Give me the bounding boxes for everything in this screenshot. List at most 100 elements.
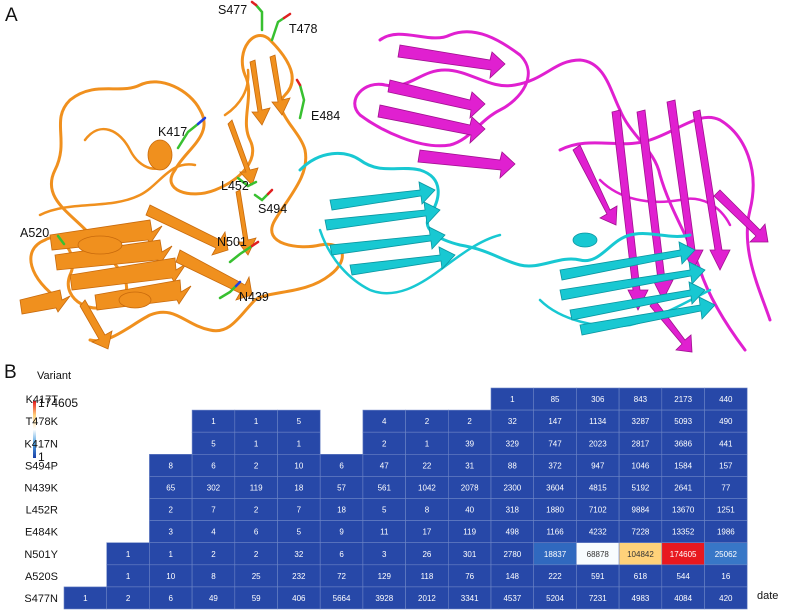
heatmap-cell-value: 5 xyxy=(211,439,216,448)
heatmap-cell-value: 147 xyxy=(548,417,562,426)
heatmap-cell-value: 49 xyxy=(209,594,218,603)
heatmap-cell-value: 2641 xyxy=(674,483,692,492)
heatmap-cell-value: 32 xyxy=(508,417,517,426)
heatmap-cell-value: 7231 xyxy=(589,594,607,603)
heatmap-cell-value: 3341 xyxy=(461,594,479,603)
y-axis-title: Variant xyxy=(37,370,71,382)
heatmap-cell-value: 301 xyxy=(463,550,477,559)
heatmap-cell-value: 1 xyxy=(510,395,515,404)
heatmap-cell-value: 1134 xyxy=(589,417,607,426)
heatmap-cell-value: 2 xyxy=(126,594,131,603)
heatmap-cell-value: 5 xyxy=(297,528,302,537)
heatmap-cell-value: 7228 xyxy=(632,528,650,537)
heatmap-cell-value: 10 xyxy=(166,572,175,581)
heatmap-cell-value: 1986 xyxy=(717,528,735,537)
heatmap-cell-value: 4983 xyxy=(632,594,650,603)
heatmap-cell-value: 4815 xyxy=(589,483,607,492)
y-tick-label: A520S xyxy=(25,571,58,583)
heatmap-cell-value: 2 xyxy=(254,461,259,470)
residue-label-l452: L452 xyxy=(221,179,249,193)
residue-stick-a520 xyxy=(56,234,66,246)
residue-sticks xyxy=(56,0,306,300)
heatmap-cell-value: 440 xyxy=(719,395,733,404)
heatmap-cell-value: 40 xyxy=(465,506,474,515)
residue-label-n501: N501 xyxy=(217,235,247,249)
heatmap-cell-value: 8 xyxy=(425,506,430,515)
heatmap-cell-value: 22 xyxy=(422,461,431,470)
heatmap-cell-value: 5192 xyxy=(632,483,650,492)
heatmap-cell-value: 148 xyxy=(506,572,520,581)
heatmap-cell-value: 9884 xyxy=(632,506,650,515)
heatmap-cell-value: 2300 xyxy=(503,483,521,492)
heatmap-cell-value: 591 xyxy=(591,572,605,581)
heatmap-cell-value: 104842 xyxy=(627,550,654,559)
heatmap-cell-value: 1046 xyxy=(632,461,650,470)
heatmap-cell-value: 17 xyxy=(422,528,431,537)
heatmap-cell-value: 2 xyxy=(467,417,472,426)
heatmap-cell-value: 129 xyxy=(378,572,392,581)
heatmap-cell-value: 4232 xyxy=(589,528,607,537)
heatmap-cell-value: 2780 xyxy=(503,550,521,559)
residue-label-k417: K417 xyxy=(158,125,187,139)
heatmap-cell-value: 32 xyxy=(294,550,303,559)
heatmap-cell-value: 31 xyxy=(465,461,474,470)
heatmap-cell-value: 1 xyxy=(211,417,216,426)
heatmap-cell-value: 2 xyxy=(425,417,430,426)
heatmap-cell-value: 5093 xyxy=(674,417,692,426)
x-axis-title: date xyxy=(757,590,778,602)
heatmap-cell-value: 39 xyxy=(465,439,474,448)
y-tick-label: T478K xyxy=(26,416,59,428)
heatmap-cell-value: 1166 xyxy=(546,528,564,537)
residue-stick-n501 xyxy=(228,244,254,264)
residue-stick-s477 xyxy=(254,3,264,32)
heatmap-cell-value: 57 xyxy=(337,483,346,492)
residue-label-s477: S477 xyxy=(218,3,247,17)
light-chain-sheets xyxy=(324,181,716,336)
heatmap-cell-value: 406 xyxy=(292,594,306,603)
y-tick-label: S494P xyxy=(25,460,58,472)
heatmap-cell-value: 420 xyxy=(719,594,733,603)
y-tick-label: N501Y xyxy=(24,549,58,561)
heatmap-cell-value: 174605 xyxy=(670,550,697,559)
heatmap-cell-value: 1 xyxy=(425,439,430,448)
heatmap-cell-value: 8 xyxy=(169,461,174,470)
heatmap-cell-value: 2078 xyxy=(461,483,479,492)
heatmap-cell-value: 1 xyxy=(126,572,131,581)
residue-label-s494: S494 xyxy=(258,202,287,216)
heatmap-cell-value: 13670 xyxy=(672,506,695,515)
heatmap-cell-value: 1880 xyxy=(546,506,564,515)
protein-structure-illustration: S477 T478 E484 K417 L452 S494 A520 N501 … xyxy=(19,0,772,353)
heatmap-cell-value: 119 xyxy=(463,528,476,537)
heatmap-cell-value: 6 xyxy=(254,528,259,537)
heatmap-cell-value: 68878 xyxy=(587,550,610,559)
heatmap-cell-value: 1 xyxy=(169,550,174,559)
heatmap-cell-value: 6 xyxy=(211,461,216,470)
residue-label-e484: E484 xyxy=(311,109,340,123)
heatmap-cell-value: 4537 xyxy=(503,594,521,603)
heatmap-cell-value: 544 xyxy=(676,572,690,581)
heatmap-cell-value: 77 xyxy=(721,483,730,492)
heatmap-cell-value: 561 xyxy=(378,483,392,492)
y-tick-label: K417N xyxy=(24,438,58,450)
heatmap-cell-value: 7102 xyxy=(589,506,607,515)
colorbar-gradient xyxy=(33,401,36,458)
y-tick-label: E484K xyxy=(25,527,59,539)
heatmap-cell-value: 2 xyxy=(254,550,259,559)
heatmap-cell-value: 5 xyxy=(297,417,302,426)
residue-labels: S477 T478 E484 K417 L452 S494 A520 N501 … xyxy=(20,3,340,304)
heatmap-cell-value: 2 xyxy=(382,439,387,448)
heatmap-cell-value: 1 xyxy=(254,439,259,448)
residue-label-a520: A520 xyxy=(20,226,49,240)
heatmap-cell-value: 490 xyxy=(719,417,733,426)
heatmap-cell-value: 157 xyxy=(719,461,733,470)
residue-label-n439: N439 xyxy=(239,290,269,304)
heatmap-cell-value: 2 xyxy=(169,506,174,515)
heatmap-cell-value: 2 xyxy=(211,550,216,559)
heatmap-cell-value: 747 xyxy=(548,439,562,448)
colorbar-min-label: 1 xyxy=(38,450,45,464)
panel-a-letter: A xyxy=(5,5,18,26)
heatmap-cell-value: 1584 xyxy=(674,461,692,470)
residue-stick-e484 xyxy=(298,83,306,120)
